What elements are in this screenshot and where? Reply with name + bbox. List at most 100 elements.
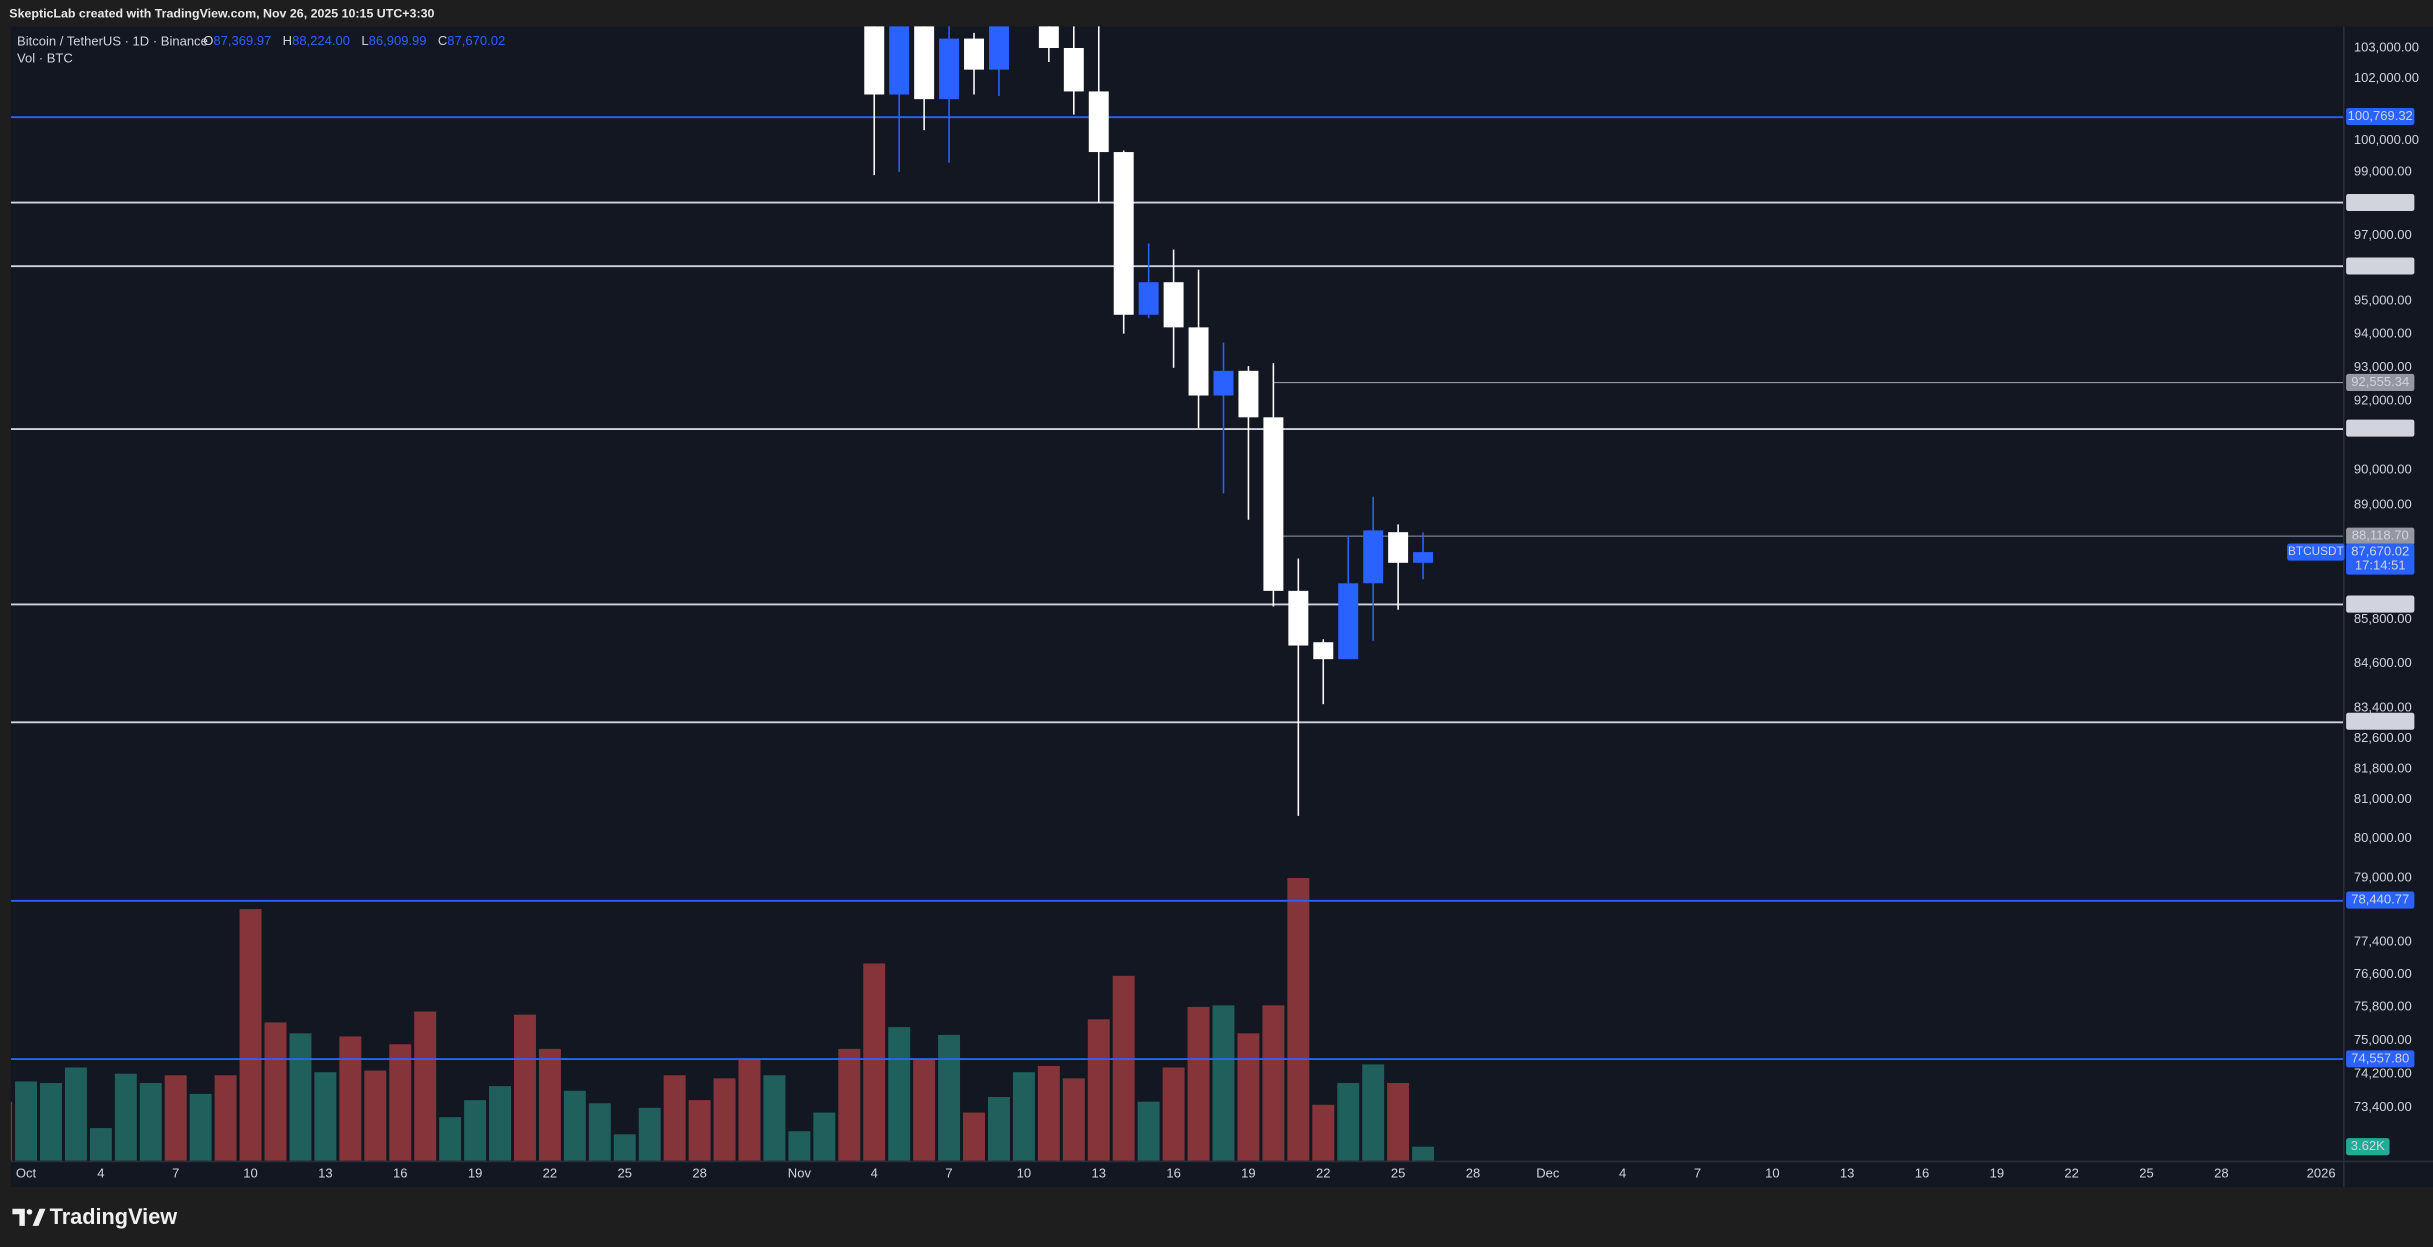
volume-bar bbox=[913, 1059, 936, 1161]
volume-bar bbox=[464, 1100, 487, 1161]
candle-body bbox=[1213, 370, 1234, 396]
volume-bar bbox=[1087, 1019, 1110, 1161]
y-tick-label: 81,800.00 bbox=[2354, 760, 2412, 775]
volume-bar bbox=[1112, 975, 1135, 1161]
volume-bar bbox=[513, 1014, 536, 1161]
ohlc-key: L bbox=[361, 33, 368, 48]
y-tick-label: 90,000.00 bbox=[2354, 461, 2412, 476]
volume-bar bbox=[414, 1011, 437, 1161]
last-price-label: 87,670.02 bbox=[2351, 544, 2409, 559]
volume-bar bbox=[588, 1103, 611, 1161]
x-tick-label: 28 bbox=[1466, 1165, 1480, 1180]
volume-bar bbox=[1262, 1005, 1285, 1161]
symbol-label: BTCUSDT bbox=[2288, 545, 2344, 558]
price-label: 91,213.99 bbox=[2351, 420, 2409, 435]
candle-body bbox=[889, 26, 910, 95]
volume-bar bbox=[64, 1067, 87, 1161]
x-tick-label: Nov bbox=[788, 1165, 812, 1180]
volume-bar bbox=[963, 1112, 985, 1161]
volume-bar bbox=[314, 1072, 337, 1161]
x-tick-label: 4 bbox=[871, 1165, 878, 1180]
candle-body bbox=[1338, 583, 1359, 660]
y-tick-label: 93,000.00 bbox=[2354, 359, 2412, 374]
price-label-box bbox=[2346, 193, 2415, 212]
x-tick-label: 13 bbox=[1092, 1165, 1106, 1180]
candle-body bbox=[1138, 282, 1159, 315]
volume-bar bbox=[1012, 1072, 1035, 1161]
price-label-box bbox=[2346, 712, 2415, 730]
x-tick-label: 2026 bbox=[2307, 1165, 2336, 1180]
y-tick-label: 97,000.00 bbox=[2354, 227, 2412, 242]
volume-bar bbox=[364, 1070, 387, 1161]
x-tick-label: Dec bbox=[1536, 1165, 1560, 1180]
x-tick-label: 25 bbox=[618, 1165, 632, 1180]
y-tick-label: 89,000.00 bbox=[2354, 496, 2412, 511]
logo bbox=[12, 1208, 46, 1226]
volume-bar bbox=[838, 1048, 861, 1161]
volume-legend: Vol · BTC bbox=[17, 50, 73, 65]
volume-bar bbox=[15, 1081, 38, 1161]
x-tick-label: 28 bbox=[692, 1165, 706, 1180]
x-tick-label: 10 bbox=[1765, 1165, 1779, 1180]
x-tick-label: Oct bbox=[16, 1165, 37, 1180]
price-label-box bbox=[2346, 891, 2415, 909]
x-tick-label: 19 bbox=[468, 1165, 482, 1180]
candle-body bbox=[1238, 370, 1259, 418]
candle-body bbox=[1263, 417, 1284, 591]
x-tick-label: 7 bbox=[1694, 1165, 1701, 1180]
last-price-box bbox=[2346, 543, 2415, 575]
x-tick-label: 7 bbox=[945, 1165, 952, 1180]
volume-bar bbox=[289, 1033, 312, 1161]
chart-pane bbox=[10, 26, 2433, 1188]
x-tick-label: 28 bbox=[2214, 1165, 2228, 1180]
x-tick-label: 13 bbox=[318, 1165, 332, 1180]
volume-bar bbox=[763, 1075, 786, 1161]
price-label-box bbox=[2346, 373, 2415, 391]
x-tick-label: 25 bbox=[1391, 1165, 1405, 1180]
ohlc-value: 86,909.99 bbox=[369, 33, 427, 48]
y-tick-label: 75,000.00 bbox=[2354, 1032, 2412, 1047]
price-label: 78,440.77 bbox=[2351, 891, 2409, 906]
candle-body bbox=[864, 26, 885, 95]
candle-body bbox=[1188, 327, 1209, 396]
volume-label-box bbox=[2346, 1138, 2390, 1156]
volume-label: 3.62K bbox=[2351, 1138, 2385, 1153]
volume-bar bbox=[538, 1048, 561, 1161]
volume-bar bbox=[214, 1075, 237, 1161]
ohlc-key: C bbox=[438, 33, 447, 48]
candle-body bbox=[1113, 152, 1134, 315]
x-tick-label: 4 bbox=[97, 1165, 104, 1180]
price-label: 96,066.89 bbox=[2351, 257, 2409, 272]
countdown-label: 17:14:51 bbox=[2355, 557, 2406, 572]
volume-bar bbox=[139, 1083, 162, 1161]
volume-bar bbox=[738, 1059, 761, 1161]
volume-bar bbox=[663, 1075, 686, 1161]
candle-body bbox=[988, 26, 1009, 70]
y-tick-label: 92,000.00 bbox=[2354, 393, 2412, 408]
price-label: 83,055.50 bbox=[2351, 713, 2409, 728]
candle-body bbox=[1163, 282, 1184, 328]
price-label-box bbox=[2346, 257, 2415, 275]
volume-bar bbox=[788, 1131, 811, 1161]
y-tick-label: 102,000.00 bbox=[2354, 70, 2419, 85]
price-label-box bbox=[2346, 107, 2415, 126]
y-tick-label: 81,000.00 bbox=[2354, 791, 2412, 806]
symbol-label-box bbox=[2287, 543, 2345, 561]
candle-body bbox=[1363, 530, 1384, 584]
x-tick-label: 13 bbox=[1840, 1165, 1854, 1180]
volume-bar bbox=[1187, 1006, 1210, 1161]
volume-bar bbox=[1162, 1067, 1185, 1161]
volume-bar bbox=[987, 1097, 1010, 1161]
volume-bar bbox=[888, 1027, 911, 1161]
y-tick-label: 76,600.00 bbox=[2354, 966, 2412, 981]
candle-body bbox=[1288, 590, 1309, 646]
candle-body bbox=[1413, 552, 1434, 563]
volume-bar bbox=[563, 1090, 586, 1161]
candle-body bbox=[1088, 91, 1109, 153]
volume-bar bbox=[1137, 1101, 1160, 1161]
price-label-box bbox=[2346, 1050, 2415, 1068]
x-tick-label: 22 bbox=[2064, 1165, 2078, 1180]
price-label-box bbox=[2346, 527, 2415, 545]
